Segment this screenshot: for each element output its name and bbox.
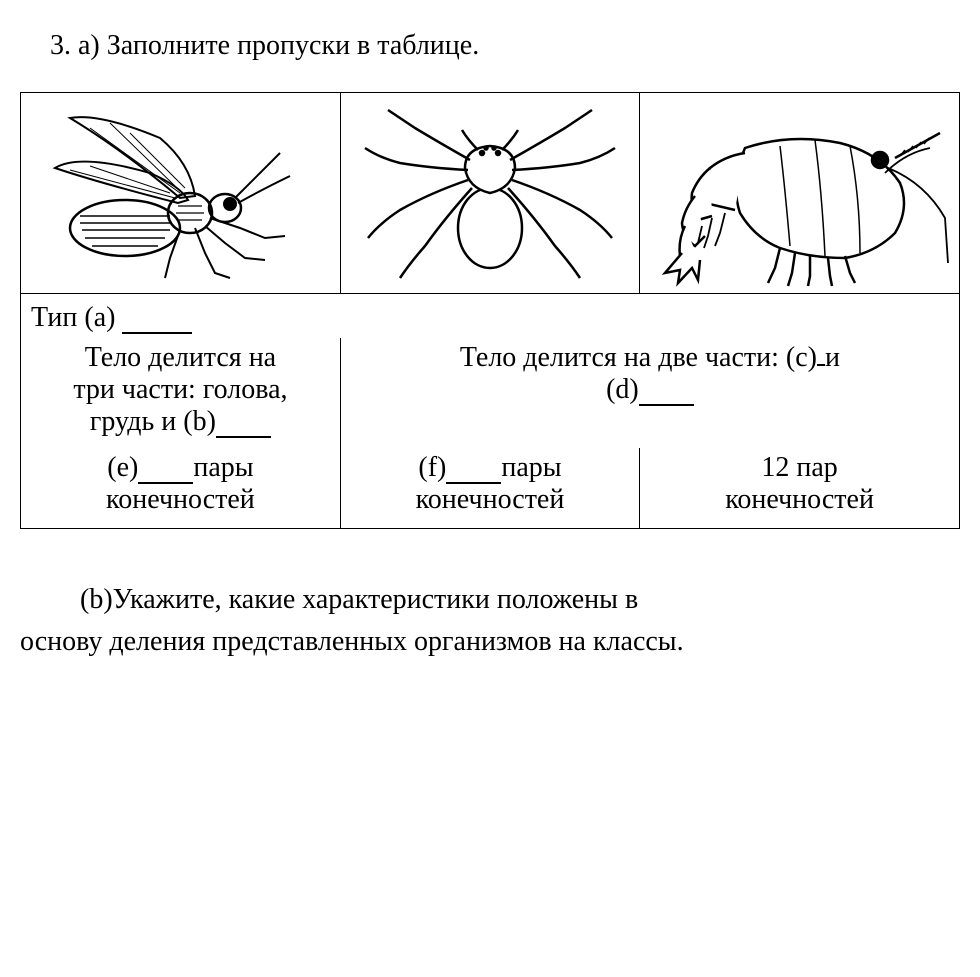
type-cell: Тип (a) <box>21 294 960 339</box>
classification-table: Тип (a) Тело делится на три части: голов… <box>20 92 960 529</box>
type-blank[interactable] <box>122 332 192 334</box>
body-col1-line2: три части: голова, <box>36 374 325 406</box>
shrimp-cell <box>640 93 960 294</box>
body-col1-line1: Тело делится на <box>36 342 325 374</box>
subq-b-line1: Укажите, какие характеристики положены в <box>113 584 639 615</box>
legs-col2: (f) пары конечностей <box>340 448 639 529</box>
subq-b-line2: основу деления представленных организмов… <box>20 626 684 657</box>
blank-c[interactable] <box>817 364 825 366</box>
blank-d[interactable] <box>639 404 694 406</box>
spider-cell <box>340 93 639 294</box>
body-col1-line3-prefix: грудь и <box>90 406 176 437</box>
question-number: 3. <box>50 30 71 61</box>
legs-col2-line2: конечностей <box>356 484 624 516</box>
legs-col3-line1: 12 пар <box>655 452 944 484</box>
part-a-label: а) <box>78 30 100 61</box>
blank-f-label: (f) <box>418 452 446 483</box>
spider-icon <box>350 98 630 288</box>
body-col1: Тело делится на три части: голова, грудь… <box>21 338 341 448</box>
blank-b[interactable] <box>216 436 271 438</box>
subquestion-b: (b)Укажите, какие характеристики положен… <box>20 569 960 663</box>
body-col23-prefix: Тело делится на две части: <box>460 342 779 373</box>
connector-i: и <box>825 342 840 373</box>
blank-d-label: (d) <box>606 374 639 405</box>
legs-col3: 12 пар конечностей <box>640 448 960 529</box>
image-row <box>21 93 960 294</box>
body-division-row: Тело делится на три части: голова, грудь… <box>21 338 960 448</box>
subq-b-label: (b) <box>80 584 113 615</box>
legs-row: (e)пары конечностей (f)пары конечностей … <box>21 448 960 529</box>
type-prefix: Тип <box>31 302 77 333</box>
legs-col2-suffix: пары <box>501 452 561 483</box>
blank-b-label: (b) <box>183 406 216 437</box>
legs-col1: (e) пары конечностей <box>21 448 341 529</box>
type-row: Тип (a) <box>21 294 960 339</box>
question-header: 3. а) Заполните пропуски в таблице. <box>20 30 960 62</box>
legs-col1-suffix: пары <box>193 452 253 483</box>
shrimp-icon <box>650 98 950 288</box>
fly-icon <box>30 98 330 288</box>
part-a-text: Заполните пропуски в таблице. <box>107 30 479 61</box>
blank-c-label: (c) <box>786 342 817 373</box>
legs-col3-line2: конечностей <box>655 484 944 516</box>
type-blank-label: (a) <box>84 302 115 333</box>
legs-col1-line2: конечностей <box>36 484 325 516</box>
fly-cell <box>21 93 341 294</box>
blank-e-label: (e) <box>107 452 138 483</box>
body-col2-3: Тело делится на две части: (c) и (d) <box>340 338 959 448</box>
